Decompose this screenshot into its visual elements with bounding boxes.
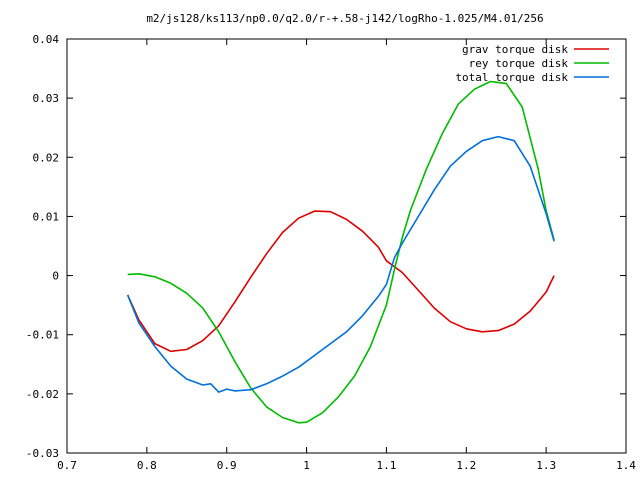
y-tick-label: -0.01	[26, 329, 59, 342]
series-line-1	[126, 210, 555, 353]
x-tick-label: 1	[303, 459, 310, 472]
chart-title: m2/js128/ks113/np0.0/q2.0/r-+.58-j142/lo…	[146, 12, 543, 25]
x-tick-label: 1.3	[536, 459, 556, 472]
legend-label: rey torque disk	[469, 57, 569, 70]
x-tick-label: 0.7	[57, 459, 77, 472]
y-tick-label: -0.03	[26, 447, 59, 460]
y-tick-label: 0.01	[33, 210, 60, 223]
x-tick-label: 1.2	[456, 459, 476, 472]
legend-label: grav torque disk	[462, 43, 568, 56]
series-line-2	[127, 80, 555, 424]
x-tick-label: 0.8	[137, 459, 157, 472]
series-layer	[126, 80, 555, 424]
y-tick-label: 0.02	[33, 151, 60, 164]
axes: 0.7 0.8 0.9 1 1.1 1.2 1.3 1.4 -0.03 -0.02 -0.01 0 0.…	[26, 33, 636, 472]
x-tick-label: 0.9	[217, 459, 237, 472]
x-tick-label: 1.4	[616, 459, 636, 472]
y-tick-label: 0.03	[33, 92, 60, 105]
y-tick-label: 0	[52, 270, 59, 283]
x-tick-label: 1.1	[376, 459, 396, 472]
y-tick-label: -0.02	[26, 388, 59, 401]
series-line-3	[126, 135, 555, 393]
plot-frame	[66, 38, 627, 454]
y-tick-label: 0.04	[33, 33, 60, 46]
legend-label: total torque disk	[455, 71, 568, 84]
